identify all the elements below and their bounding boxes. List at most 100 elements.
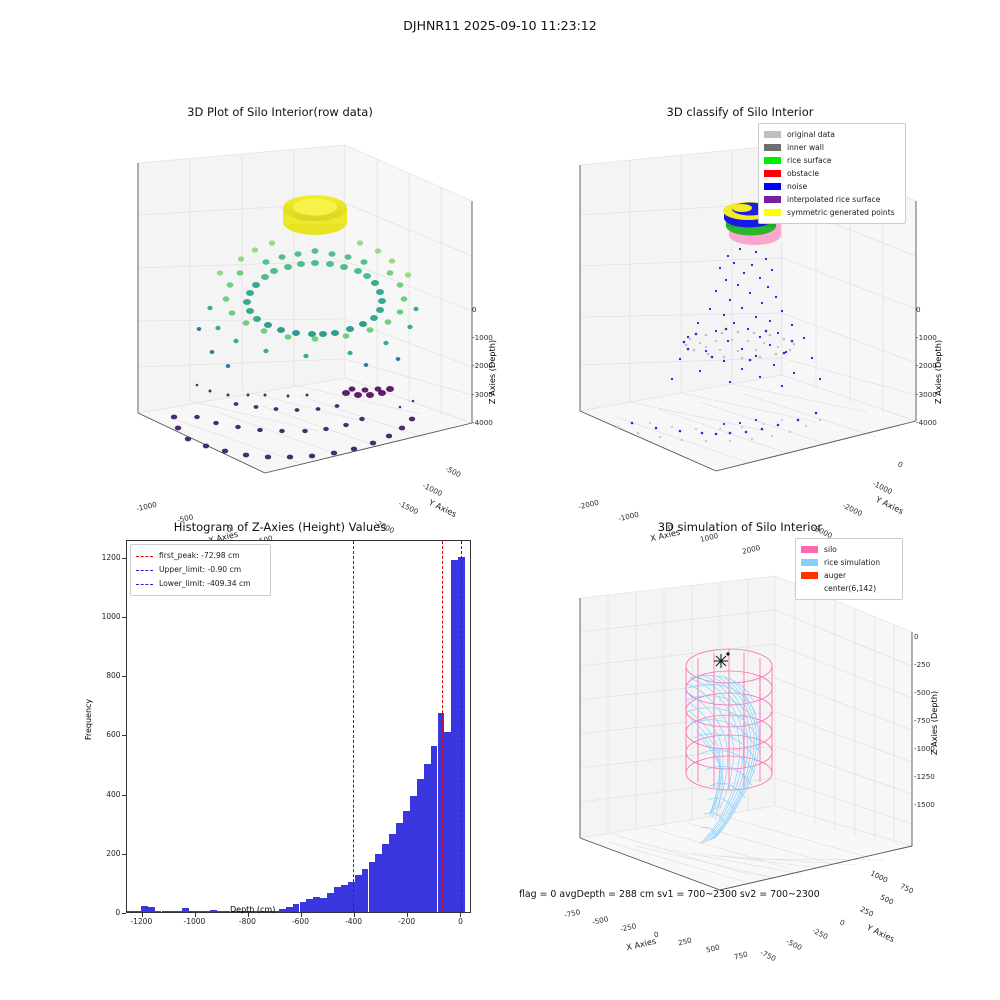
histogram-bar bbox=[202, 911, 210, 912]
legend-swatch-rice-surface bbox=[764, 157, 781, 165]
histogram-bar bbox=[403, 811, 410, 912]
legend-swatch-obstacle bbox=[764, 170, 781, 178]
panel-3d-simulation: 3D simulation of Silo Interior bbox=[520, 520, 960, 963]
histogram-x-tick: -800 bbox=[238, 917, 256, 926]
simulation-title: 3D simulation of Silo Interior bbox=[657, 520, 823, 534]
histogram-x-tick: -600 bbox=[291, 917, 309, 926]
histogram-bar bbox=[230, 910, 238, 912]
histogram-bar bbox=[354, 875, 362, 912]
raw-z-axis-label: Z Axies (Depth) bbox=[487, 339, 498, 405]
legend-swatch-inner-wall bbox=[764, 144, 781, 152]
legend-swatch-rice-simulation bbox=[801, 559, 818, 567]
histogram-x-tickmark bbox=[301, 913, 303, 917]
classify-y-axis-label: Y Axies bbox=[874, 494, 906, 516]
legend-item-rice-simulation: rice simulation bbox=[801, 556, 896, 569]
histogram-bar bbox=[265, 911, 272, 912]
histogram-y-tick: 800 bbox=[106, 671, 121, 681]
histogram-y-tickmark bbox=[122, 794, 126, 796]
simulation-silo-cylinder bbox=[685, 648, 773, 791]
histogram-y-tickmark bbox=[122, 913, 126, 914]
panel-histogram: Histogram of Z-Axies (Height) Values fir… bbox=[60, 520, 500, 926]
histogram-bar bbox=[423, 763, 431, 912]
histogram-y-tickmark bbox=[122, 676, 126, 678]
histogram-x-axis-label: Depth (cm) bbox=[230, 905, 276, 914]
histogram-bar bbox=[334, 887, 341, 912]
histogram-y-tick: 1200 bbox=[101, 552, 121, 562]
legend-swatch-interpolated bbox=[764, 196, 781, 204]
legend-swatch-original-data bbox=[764, 131, 781, 139]
histogram-bar bbox=[237, 911, 245, 912]
histogram-y-tick: 1000 bbox=[101, 611, 121, 621]
legend-item-symmetric-generated-points: symmetric generated points bbox=[764, 206, 899, 219]
histogram-bar bbox=[154, 911, 162, 912]
histogram-bar bbox=[133, 910, 141, 912]
histogram-title: Histogram of Z-Axies (Height) Values bbox=[173, 520, 387, 534]
legend-item-interpolated-rice-surface: interpolated rice surface bbox=[764, 193, 899, 206]
histogram-bar bbox=[375, 853, 383, 912]
legend-item-original-data: original data bbox=[764, 128, 899, 141]
simulation-legend: silo rice simulation auger center(6,142) bbox=[795, 538, 903, 601]
histogram-x-tickmark bbox=[195, 913, 196, 917]
histogram-y-tick: 600 bbox=[106, 730, 121, 740]
raw-scattered-noise bbox=[195, 383, 415, 409]
classify-legend: original data inner wall rice surface ob… bbox=[758, 123, 906, 225]
legend-item-inner-wall: inner wall bbox=[764, 141, 899, 154]
histogram-y-tickmark bbox=[122, 735, 126, 737]
histogram-bar bbox=[320, 897, 328, 912]
raw-rice-surface-points bbox=[196, 240, 419, 368]
legend-item-rice-surface: rice surface bbox=[764, 154, 899, 167]
histogram-y-tickmark bbox=[122, 853, 126, 855]
classify-z-axis-label: Z Axies (Depth) bbox=[933, 339, 944, 405]
histogram-y-tick: 400 bbox=[106, 789, 121, 799]
raw-floor-points bbox=[170, 402, 416, 460]
legend-swatch-noise bbox=[764, 183, 781, 191]
histogram-bar bbox=[313, 896, 321, 912]
histogram-x-tickmark bbox=[354, 913, 356, 917]
histogram-bar bbox=[168, 911, 176, 912]
histogram-bar bbox=[216, 910, 224, 912]
histogram-x-tick: -1000 bbox=[183, 917, 206, 926]
histogram-x-tick: 0 bbox=[458, 917, 463, 926]
threshold-line-first_peak bbox=[442, 541, 444, 912]
raw-y-axis-label: Y Axies bbox=[427, 497, 459, 519]
histogram-plot-area bbox=[126, 540, 471, 913]
histogram-threshold-lines bbox=[127, 541, 470, 912]
simulation-auger-marker bbox=[714, 652, 730, 668]
histogram-bar bbox=[299, 901, 307, 912]
legend-swatch-symmetric bbox=[764, 209, 781, 217]
histogram-bar bbox=[127, 911, 134, 912]
histogram-bar bbox=[209, 909, 217, 912]
threshold-line-Upper_limit bbox=[461, 541, 463, 912]
legend-item-auger: auger bbox=[801, 569, 896, 582]
simulation-z-axis-label: Z Axies (Depth) bbox=[929, 690, 940, 756]
classify-floor-noise bbox=[630, 411, 818, 436]
simulation-3d-axes bbox=[578, 575, 914, 891]
classify-inner-wall-blue bbox=[682, 327, 794, 362]
histogram-bar bbox=[292, 904, 300, 912]
histogram-bar bbox=[196, 911, 203, 912]
legend-line-first-peak bbox=[136, 555, 153, 557]
classify-floor-points bbox=[616, 418, 822, 443]
histogram-y-tick: 200 bbox=[106, 848, 121, 858]
legend-item-upper-limit: Upper_limit: -0.90 cm bbox=[136, 563, 264, 577]
raw-auger-cap bbox=[283, 195, 347, 235]
legend-center-note: center(6,142) bbox=[824, 584, 877, 594]
histogram-bar bbox=[340, 884, 348, 912]
histogram-bar bbox=[444, 732, 452, 912]
histogram-bar bbox=[251, 911, 259, 912]
histogram-bar bbox=[223, 910, 231, 912]
histogram-x-tickmark bbox=[460, 913, 462, 917]
panel-raw-title: 3D Plot of Silo Interior(row data) bbox=[187, 105, 373, 119]
histogram-bar bbox=[451, 559, 459, 912]
status-line: flag = 0 avgDepth = 288 cm sv1 = 700~230… bbox=[519, 889, 820, 900]
histogram-x-tick: -400 bbox=[345, 917, 363, 926]
histogram-bar bbox=[327, 893, 334, 912]
histogram-bar bbox=[175, 911, 183, 912]
raw-floor-center-cluster bbox=[342, 386, 394, 398]
histogram-bar bbox=[306, 898, 314, 912]
legend-swatch-auger bbox=[801, 572, 818, 580]
histogram-x-tick: -1200 bbox=[130, 917, 153, 926]
histogram-bar bbox=[416, 779, 424, 912]
histogram-y-axis-label: Frequency bbox=[84, 698, 94, 741]
